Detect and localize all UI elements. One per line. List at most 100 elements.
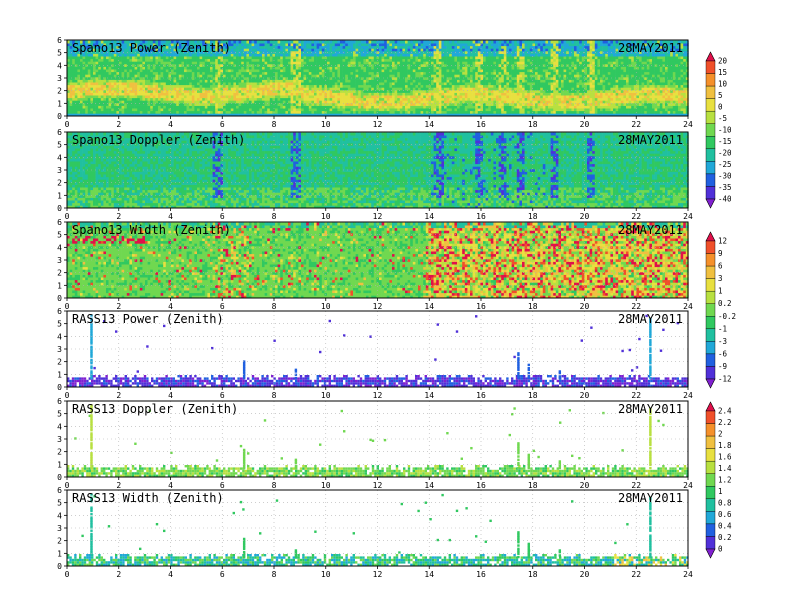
heatmap-cell xyxy=(98,100,102,104)
heatmap-cell xyxy=(350,40,354,44)
heatmap-cell xyxy=(405,90,408,93)
heatmap-cell xyxy=(415,45,419,49)
heatmap-cell xyxy=(308,79,312,83)
heatmap-cell xyxy=(93,87,96,91)
heatmap-cell xyxy=(93,53,96,57)
heatmap-cell xyxy=(358,110,362,114)
heatmap-cell xyxy=(306,79,310,83)
heatmap-cell xyxy=(511,43,515,47)
heatmap-cell xyxy=(160,58,164,62)
heatmap-cell xyxy=(168,53,172,57)
heatmap-cell xyxy=(215,43,219,47)
heatmap-cell xyxy=(407,48,411,52)
heatmap-cell xyxy=(178,53,182,57)
heatmap-cell xyxy=(329,58,333,62)
heatmap-cell xyxy=(407,43,411,47)
heatmap-cell xyxy=(451,97,455,101)
heatmap-cell xyxy=(506,79,510,83)
heatmap-cell xyxy=(254,45,258,49)
heatmap-cell xyxy=(467,43,471,47)
heatmap-cell xyxy=(459,82,463,86)
heatmap-cell xyxy=(418,82,421,86)
heatmap-cell xyxy=(103,110,107,114)
heatmap-cell xyxy=(290,77,294,80)
heatmap-cell xyxy=(509,40,512,44)
heatmap-cell xyxy=(431,69,434,73)
heatmap-cell xyxy=(314,61,317,65)
heatmap-cell xyxy=(191,100,195,104)
heatmap-cell xyxy=(407,64,411,67)
heatmap-cell xyxy=(139,71,143,75)
heatmap-cell xyxy=(470,45,473,49)
heatmap-cell xyxy=(256,48,260,52)
heatmap-cell xyxy=(321,48,325,52)
heatmap-cell xyxy=(475,82,479,86)
heatmap-cell xyxy=(446,51,450,54)
heatmap-cell xyxy=(371,92,375,96)
heatmap-cell xyxy=(371,100,375,104)
heatmap-cell xyxy=(470,58,473,62)
heatmap-cell xyxy=(514,95,518,99)
heatmap-cell xyxy=(93,51,96,54)
heatmap-cell xyxy=(67,113,70,117)
heatmap-cell xyxy=(314,66,317,70)
heatmap-cell xyxy=(314,82,317,86)
heatmap-cell xyxy=(74,43,78,47)
heatmap-cell xyxy=(116,51,120,54)
heatmap-cell xyxy=(199,58,203,62)
heatmap-cell xyxy=(384,45,388,49)
heatmap-cell xyxy=(412,103,416,106)
heatmap-cell xyxy=(77,43,81,47)
heatmap-cell xyxy=(171,97,174,101)
heatmap-cell xyxy=(197,66,200,70)
heatmap-cell xyxy=(379,66,382,70)
heatmap-cell xyxy=(132,51,135,54)
heatmap-cell xyxy=(225,69,229,73)
heatmap-cell xyxy=(139,113,143,117)
heatmap-cell xyxy=(371,113,375,117)
heatmap-cell xyxy=(373,90,377,93)
heatmap-cell xyxy=(490,95,494,99)
heatmap-cell xyxy=(275,92,278,96)
heatmap-cell xyxy=(74,110,78,114)
heatmap-cell xyxy=(467,97,471,101)
heatmap-cell xyxy=(498,108,502,112)
heatmap-cell xyxy=(251,71,255,75)
heatmap-cell xyxy=(259,58,263,62)
heatmap-cell xyxy=(392,56,395,60)
heatmap-cell xyxy=(415,77,419,80)
heatmap-cell xyxy=(405,69,408,73)
heatmap-cell xyxy=(181,74,185,78)
heatmap-cell xyxy=(85,69,89,73)
heatmap-cell xyxy=(493,48,497,52)
heatmap-cell xyxy=(116,64,120,67)
heatmap-cell xyxy=(137,48,141,52)
heatmap-cell xyxy=(366,113,369,117)
heatmap-cell xyxy=(490,84,494,88)
heatmap-cell xyxy=(189,79,193,83)
heatmap-cell xyxy=(425,97,429,101)
heatmap-cell xyxy=(334,105,338,109)
heatmap-cell xyxy=(69,66,73,70)
heatmap-cell xyxy=(444,92,447,96)
heatmap-cell xyxy=(340,40,343,44)
heatmap-cell xyxy=(126,69,130,73)
heatmap-cell xyxy=(298,40,302,44)
heatmap-cell xyxy=(485,103,489,106)
heatmap-cell xyxy=(379,105,382,109)
heatmap-cell xyxy=(467,100,471,104)
heatmap-cell xyxy=(509,110,512,114)
heatmap-cell xyxy=(108,108,112,112)
heatmap-cell xyxy=(301,97,304,101)
heatmap-cell xyxy=(503,113,507,117)
heatmap-cell xyxy=(316,97,320,101)
heatmap-cell xyxy=(121,66,125,70)
heatmap-cell xyxy=(316,61,320,65)
heatmap-cell xyxy=(454,53,458,57)
heatmap-cell xyxy=(345,71,349,75)
heatmap-cell xyxy=(285,51,289,54)
heatmap-cell xyxy=(462,43,466,47)
heatmap-cell xyxy=(277,43,281,47)
heatmap-cell xyxy=(405,40,408,44)
heatmap-cell xyxy=(98,43,102,47)
